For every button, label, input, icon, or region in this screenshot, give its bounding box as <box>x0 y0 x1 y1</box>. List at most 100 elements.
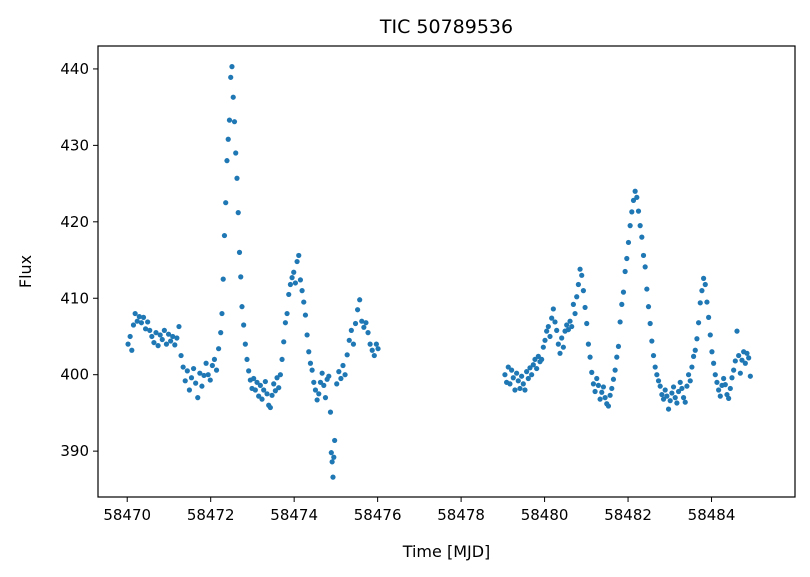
data-point <box>527 365 533 371</box>
y-tick-label: 390 <box>60 442 89 460</box>
data-point <box>554 327 560 333</box>
data-point <box>314 397 320 403</box>
data-point <box>649 338 655 344</box>
data-point <box>205 372 211 378</box>
data-point <box>230 94 236 100</box>
data-point <box>311 379 317 385</box>
data-point <box>709 349 715 355</box>
data-point <box>742 360 748 366</box>
data-point <box>309 367 315 373</box>
chart-title: TIC 50789536 <box>379 16 513 38</box>
data-point <box>510 375 516 381</box>
data-point <box>680 395 687 401</box>
data-point <box>702 281 708 288</box>
x-tick-label: 58470 <box>103 506 151 524</box>
y-axis-label: Flux <box>16 255 35 288</box>
data-point <box>340 362 346 369</box>
data-point <box>635 208 642 214</box>
data-point <box>650 352 657 359</box>
data-point <box>254 379 260 385</box>
data-point <box>342 372 348 378</box>
data-point <box>149 333 155 340</box>
data-point <box>296 252 302 259</box>
data-point <box>545 323 551 330</box>
data-point <box>361 324 367 330</box>
data-point <box>620 289 627 295</box>
data-point <box>316 391 322 397</box>
data-point <box>331 454 337 460</box>
plot-area <box>125 64 753 480</box>
data-point <box>241 322 247 328</box>
data-point <box>632 188 638 194</box>
data-point <box>271 381 277 387</box>
data-point <box>514 370 520 376</box>
data-point <box>706 314 712 320</box>
data-point <box>182 378 188 384</box>
data-point <box>326 373 332 379</box>
data-point <box>722 382 728 388</box>
data-point <box>328 450 334 456</box>
data-point <box>130 322 137 328</box>
data-point <box>193 380 199 386</box>
data-point <box>534 365 540 372</box>
data-point <box>297 277 304 283</box>
data-point <box>625 239 632 246</box>
data-point <box>747 373 753 379</box>
data-point <box>712 372 718 378</box>
data-point <box>286 291 292 298</box>
data-point <box>687 378 693 384</box>
data-point <box>605 403 612 409</box>
data-point <box>276 385 282 391</box>
data-point <box>281 339 287 345</box>
data-point <box>726 395 732 401</box>
data-point <box>736 352 742 359</box>
data-point <box>615 343 622 350</box>
data-point <box>502 372 508 378</box>
data-point <box>540 344 546 350</box>
data-point <box>707 332 713 338</box>
data-point <box>132 310 138 317</box>
data-point <box>597 396 603 402</box>
data-point <box>220 276 226 282</box>
data-point <box>338 375 344 382</box>
data-point <box>692 347 698 353</box>
data-point <box>277 372 283 378</box>
plot-frame <box>97 45 796 498</box>
data-point <box>519 373 525 379</box>
data-point <box>319 370 325 376</box>
data-point <box>213 367 220 373</box>
data-point <box>557 350 563 356</box>
data-point <box>346 337 352 343</box>
data-point <box>542 337 548 343</box>
data-point <box>727 385 733 392</box>
data-point <box>674 400 680 406</box>
data-point <box>184 368 190 374</box>
data-point <box>544 328 550 334</box>
data-point <box>595 382 602 388</box>
data-point <box>619 301 625 307</box>
data-point <box>624 255 630 262</box>
data-point <box>161 327 167 333</box>
data-point <box>657 383 663 389</box>
data-point <box>695 320 702 326</box>
x-tick-label: 58472 <box>187 506 235 524</box>
data-point <box>140 314 147 320</box>
data-point <box>373 341 379 347</box>
data-point <box>732 358 738 364</box>
y-tick-label: 420 <box>60 213 89 231</box>
data-point <box>679 385 685 392</box>
data-point <box>552 319 558 325</box>
data-point <box>129 347 135 353</box>
data-point <box>197 370 203 376</box>
data-point <box>550 306 556 312</box>
data-point <box>592 388 598 395</box>
x-tick-label: 58480 <box>521 506 569 524</box>
data-point <box>299 288 305 294</box>
data-point <box>274 375 280 381</box>
data-point <box>522 387 528 393</box>
data-point <box>159 336 165 343</box>
data-point <box>585 341 592 347</box>
data-point <box>138 320 145 326</box>
data-point <box>306 349 312 355</box>
